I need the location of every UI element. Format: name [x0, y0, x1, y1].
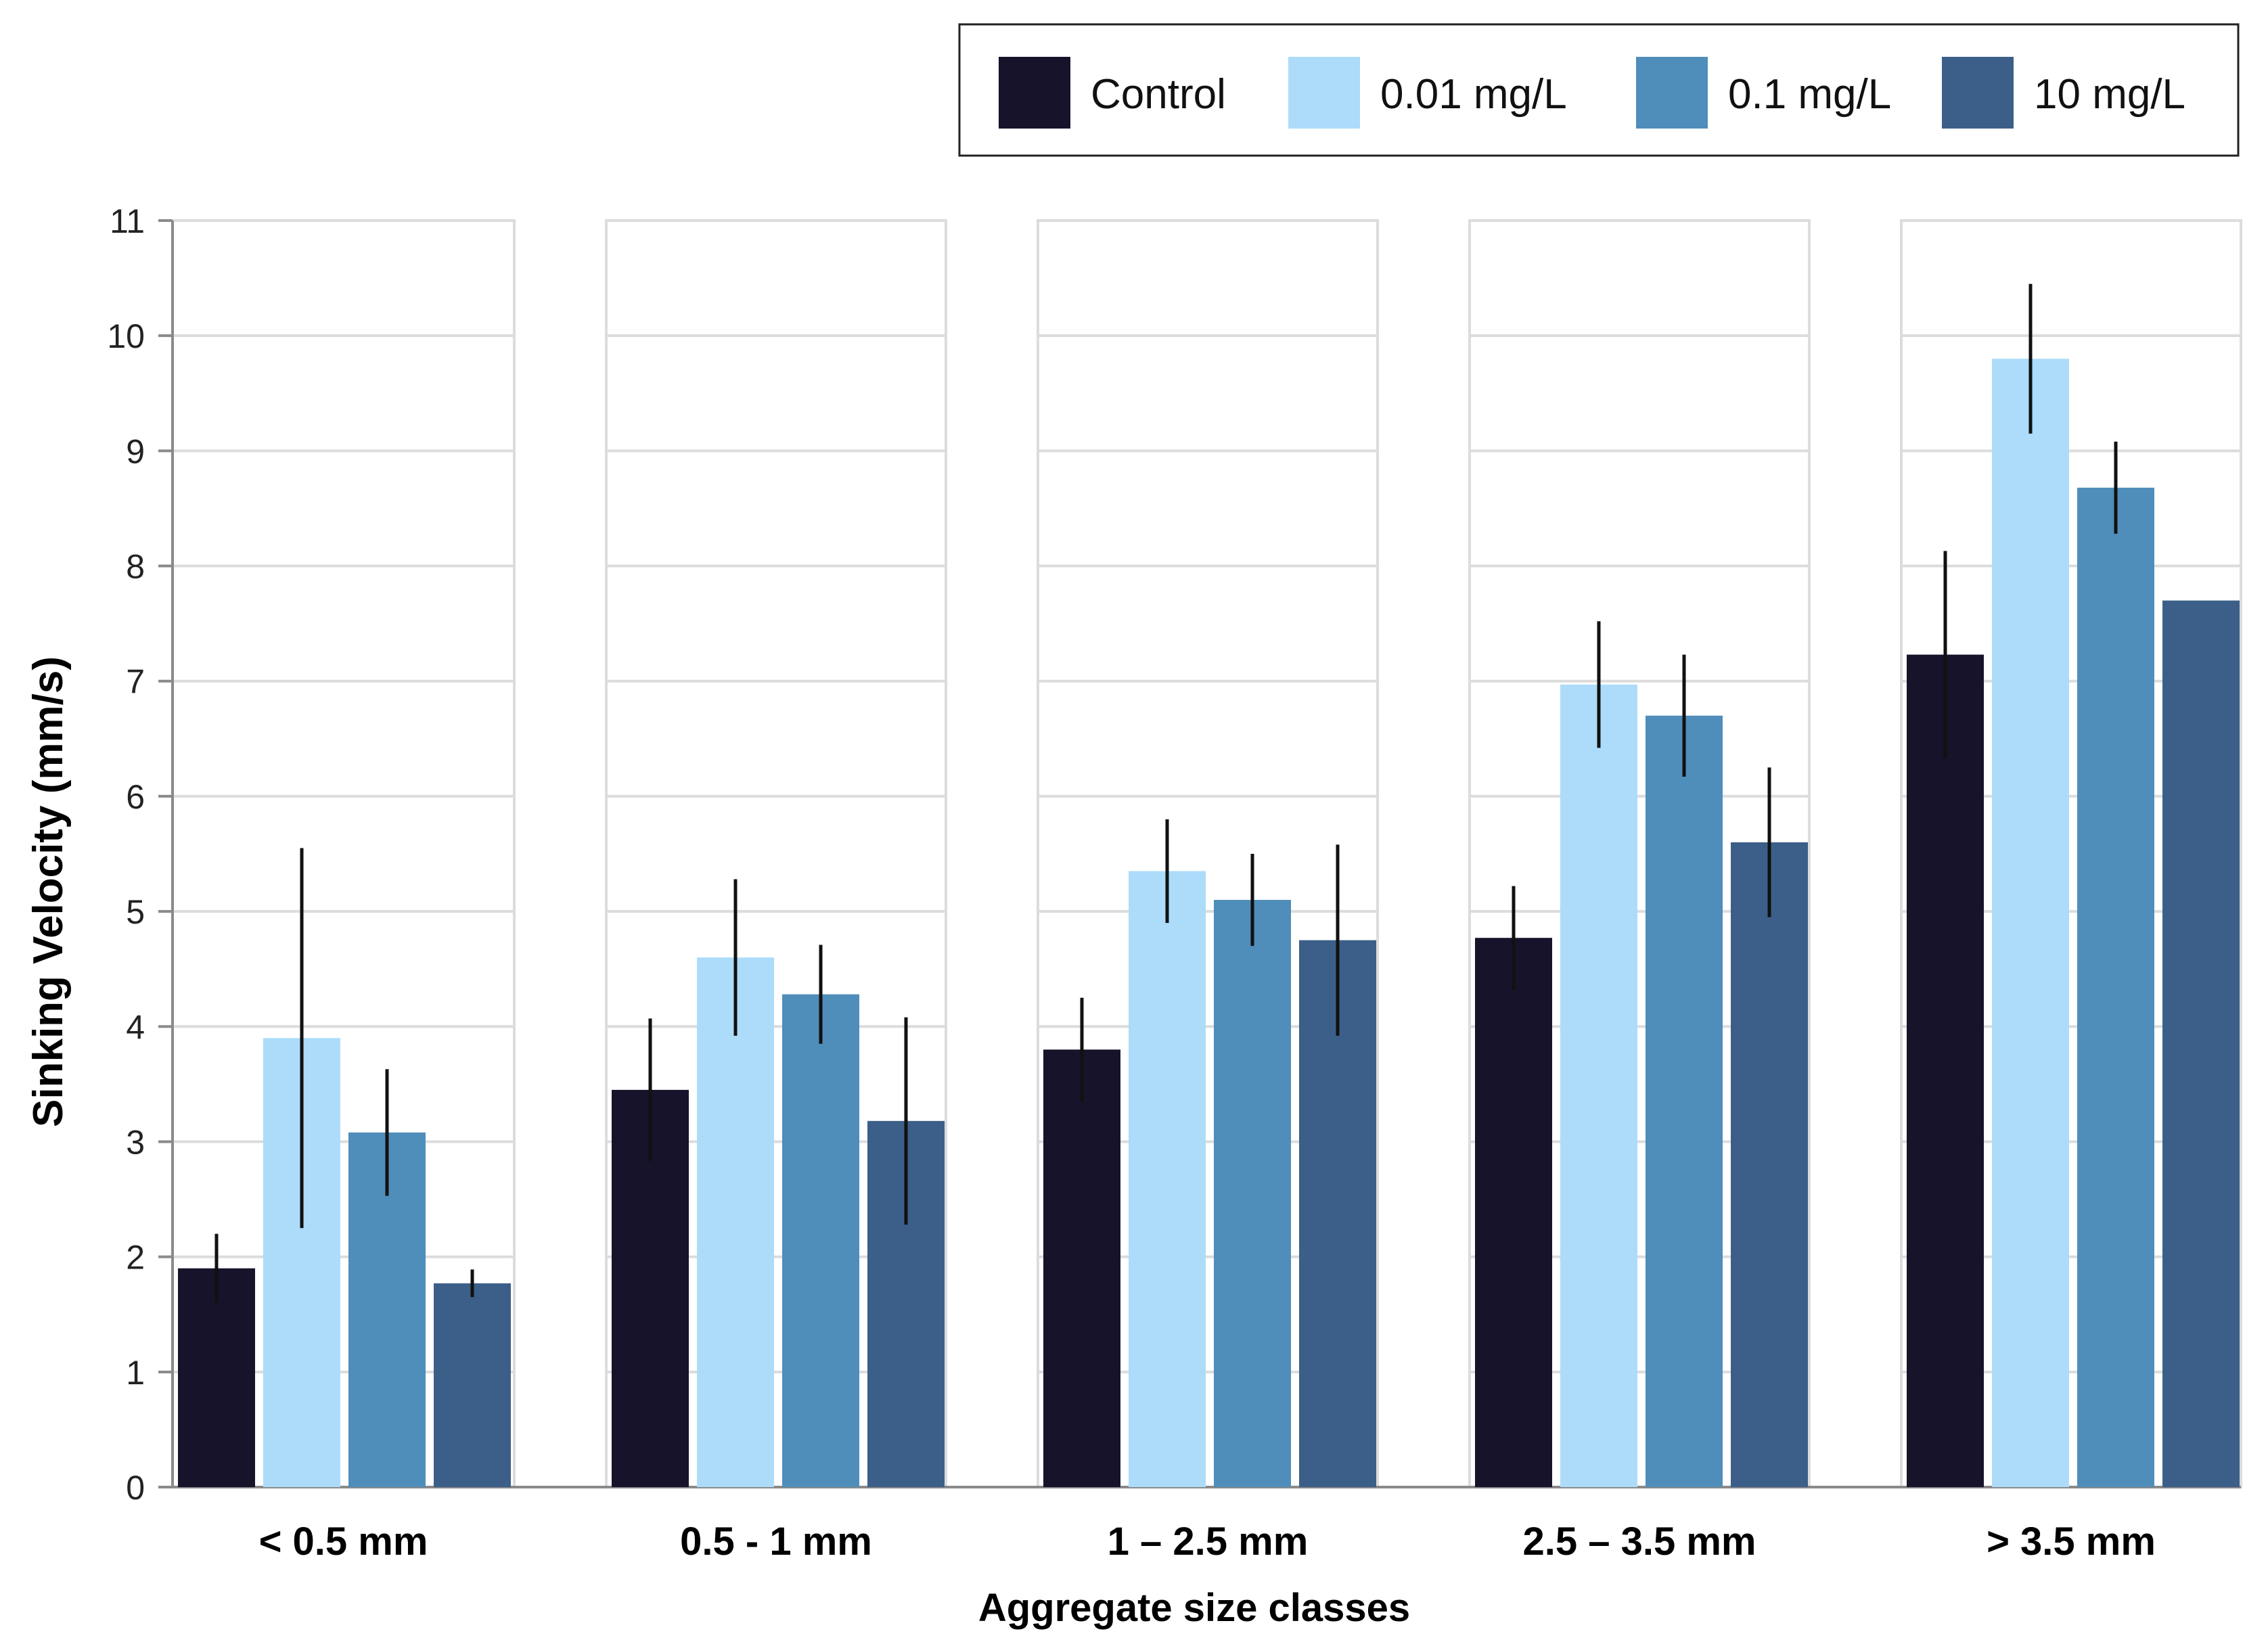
- legend: Control 0.01 mg/L 0.1 mg/L 10 mg/L: [958, 23, 2240, 157]
- bar-10-mg-l: [2162, 600, 2240, 1487]
- category-label: > 3.5 mm: [1987, 1520, 2156, 1564]
- legend-swatch: [1942, 57, 2014, 129]
- bar-0-01-mg-l: [1129, 871, 1206, 1487]
- legend-box: [958, 23, 2240, 157]
- legend-swatch: [1288, 57, 1360, 129]
- legend-label: 0.01 mg/L: [1380, 71, 1567, 118]
- y-tick-label: 0: [126, 1469, 145, 1507]
- bar-0-01-mg-l: [1992, 359, 2069, 1487]
- y-axis-label: Sinking Velocity (mm/s): [25, 656, 72, 1127]
- y-tick-label: 7: [126, 663, 145, 701]
- legend-label: Control: [1091, 71, 1226, 118]
- bar-control: [1475, 938, 1552, 1487]
- bar-0-1-mg-l: [782, 994, 859, 1487]
- y-tick-label: 2: [126, 1239, 145, 1277]
- bar-0-01-mg-l: [1560, 684, 1637, 1487]
- category-labels: < 0.5 mm 0.5 - 1 mm 1 – 2.5 mm 2.5 – 3.5 mm…: [259, 1520, 2156, 1564]
- bars: [178, 283, 2240, 1488]
- y-tick-label: 9: [126, 432, 145, 470]
- bar-0-1-mg-l: [2077, 487, 2154, 1488]
- bar-0-01-mg-l: [697, 957, 774, 1487]
- bar-0-1-mg-l: [1646, 715, 1723, 1487]
- y-tick-label: 11: [110, 202, 145, 240]
- category-label: 2.5 – 3.5 mm: [1523, 1520, 1756, 1564]
- bar-control: [1043, 1049, 1120, 1487]
- bar-control: [178, 1268, 255, 1487]
- y-tick-label: 1: [126, 1354, 145, 1392]
- bar-10-mg-l: [434, 1283, 511, 1487]
- x-axis-label: Aggregate size classes: [978, 1586, 1410, 1630]
- y-tick-label: 4: [126, 1008, 145, 1046]
- legend-swatch: [999, 57, 1070, 129]
- y-axis: 0 1 2 3 4 5 6 7 8 9 10 11: [107, 202, 2241, 1507]
- category-label: 0.5 - 1 mm: [680, 1520, 872, 1564]
- category-label: 1 – 2.5 mm: [1108, 1520, 1309, 1564]
- y-tick-label: 10: [107, 317, 145, 355]
- bar-0-1-mg-l: [1214, 900, 1291, 1487]
- legend-swatch: [1636, 57, 1708, 129]
- bar-control: [1907, 654, 1984, 1487]
- category-label: < 0.5 mm: [259, 1520, 428, 1564]
- y-tick-label: 8: [126, 548, 145, 586]
- y-tick-label: 6: [126, 778, 145, 816]
- y-tick-label: 3: [126, 1123, 145, 1161]
- legend-label: 10 mg/L: [2034, 71, 2185, 118]
- bar-10-mg-l: [1731, 842, 1808, 1487]
- y-tick-label: 5: [126, 893, 145, 931]
- legend-label: 0.1 mg/L: [1728, 71, 1891, 118]
